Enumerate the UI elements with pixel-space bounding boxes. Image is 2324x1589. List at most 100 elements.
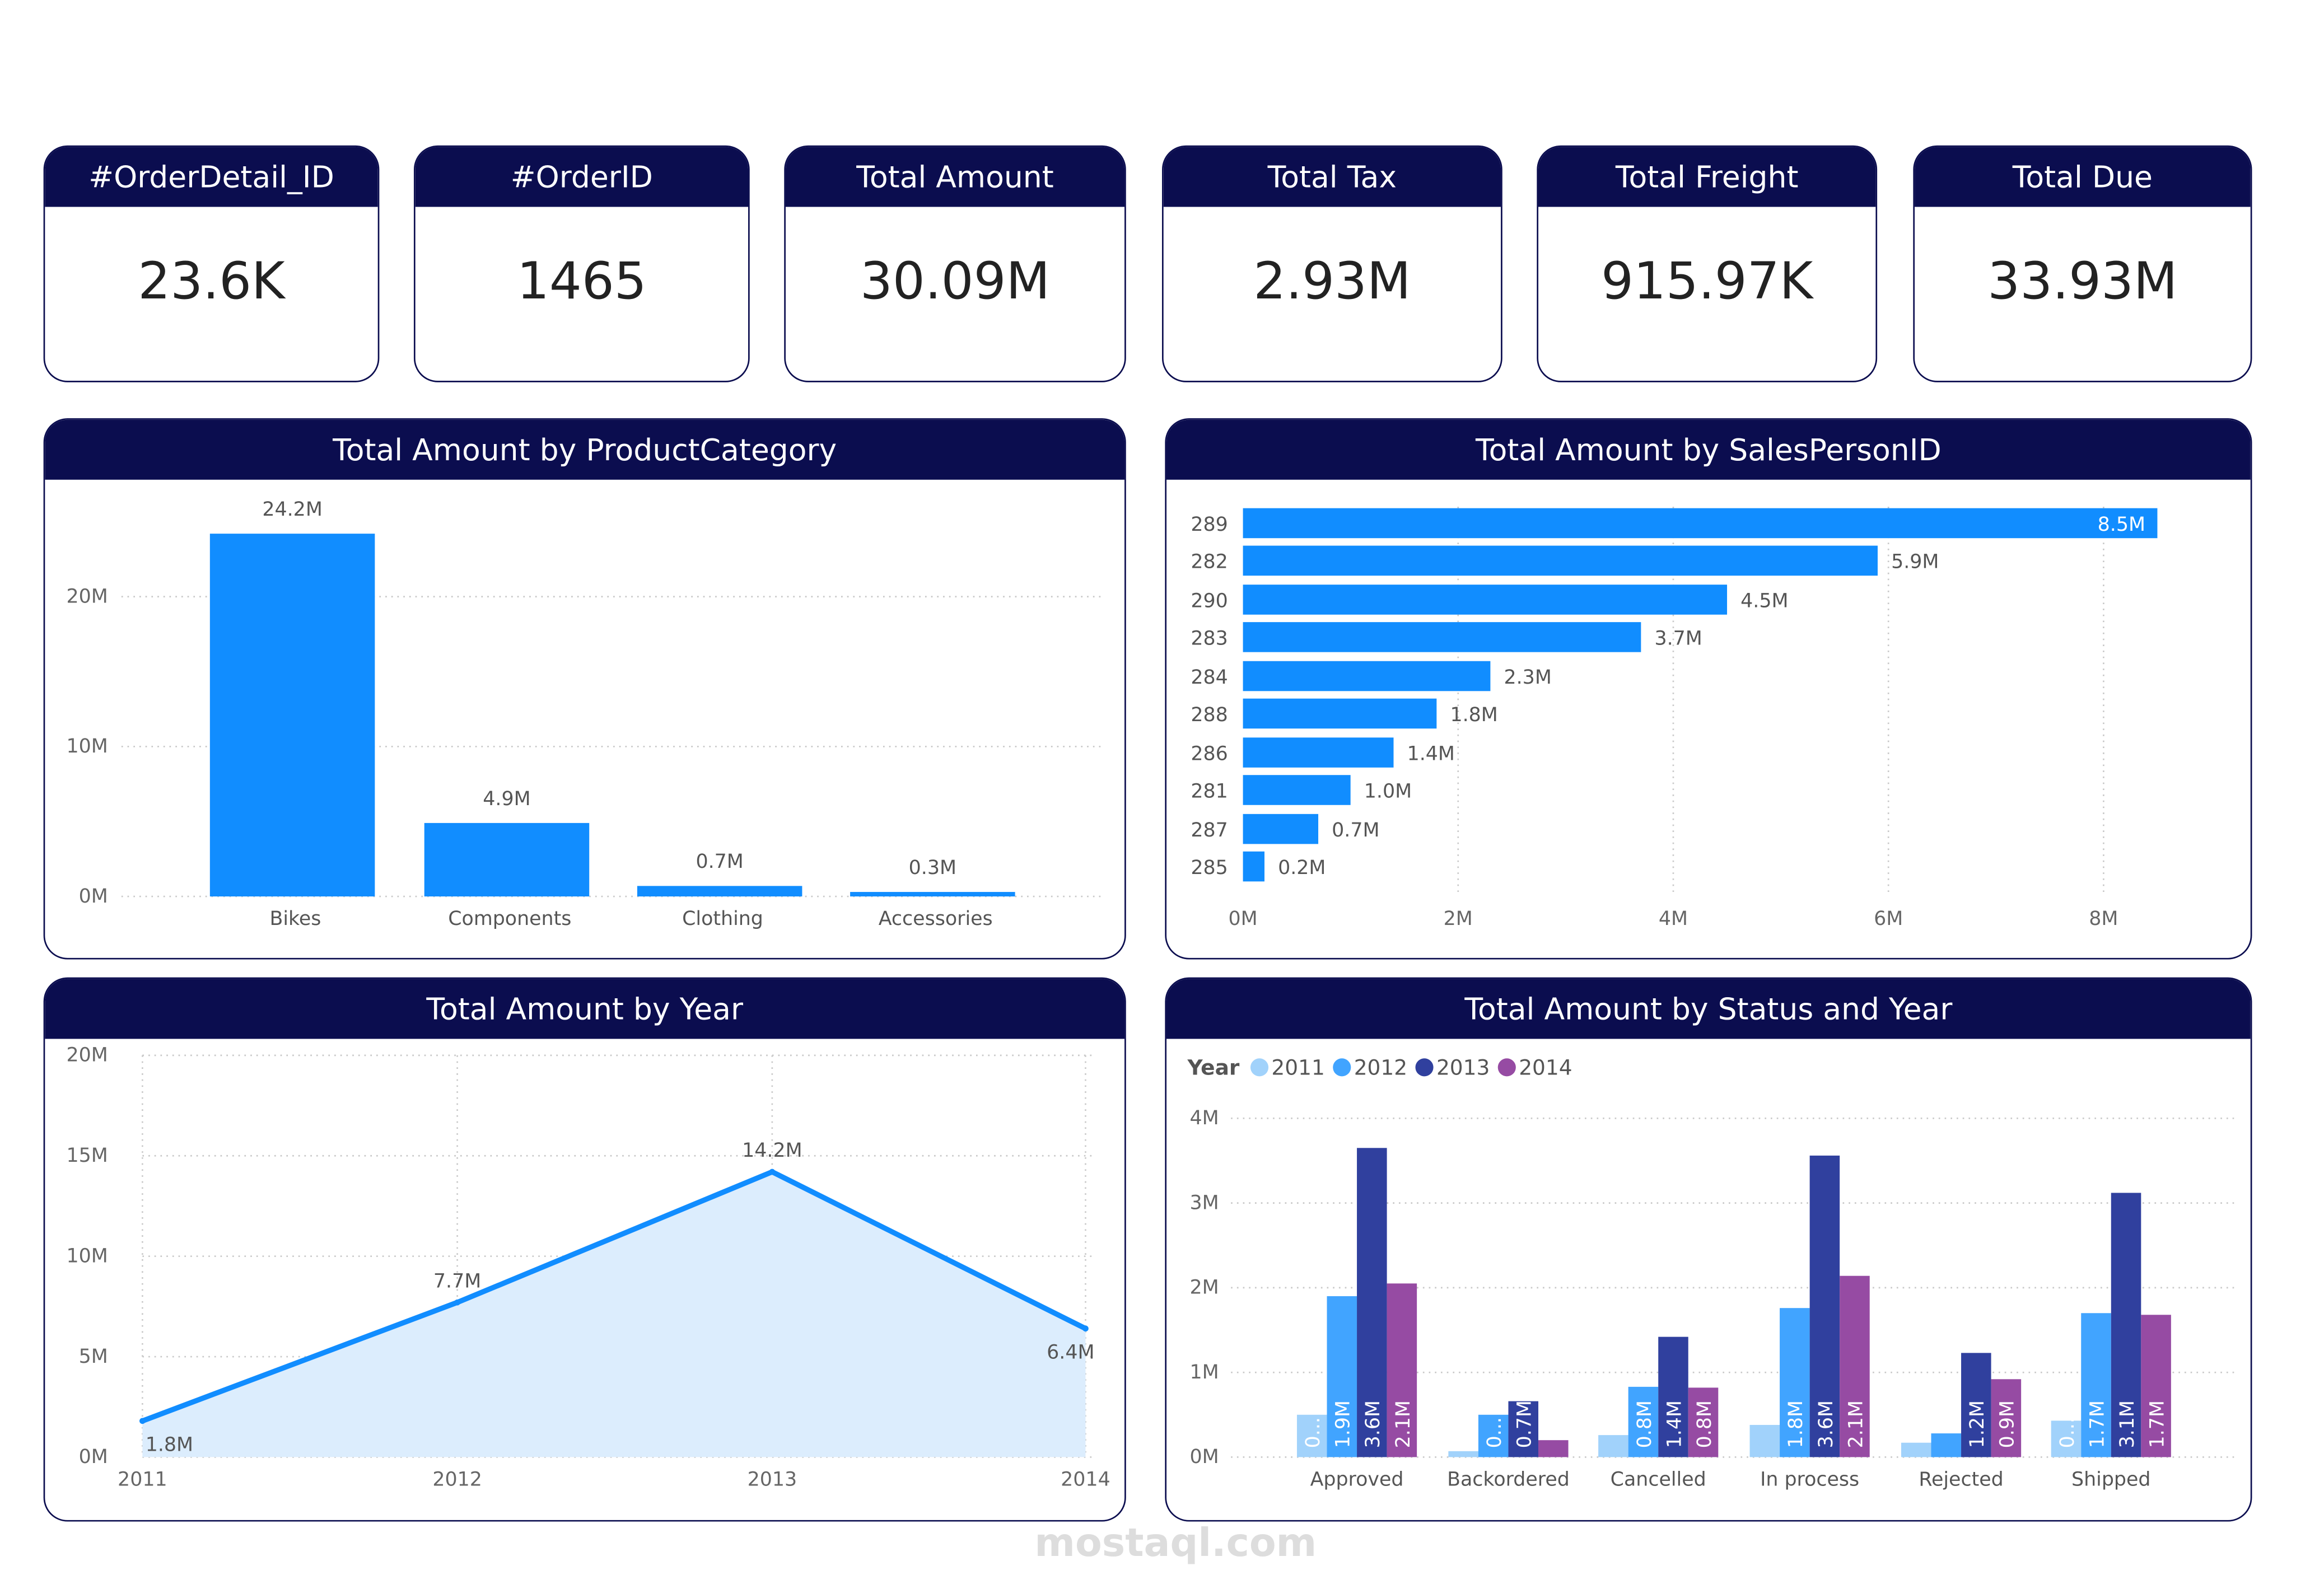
x-tick-label: Accessories bbox=[879, 908, 993, 930]
data-label: 6.4M bbox=[1047, 1341, 1094, 1363]
legend-label: 2011 bbox=[1271, 1055, 1324, 1080]
bar bbox=[2111, 1193, 2141, 1457]
data-label: 1.9M bbox=[1332, 1400, 1355, 1448]
x-tick-label: Bikes bbox=[269, 908, 321, 930]
bar bbox=[1243, 622, 1641, 652]
kpi-card: Total Due 33.93M bbox=[1913, 145, 2252, 382]
data-label: 1.4M bbox=[1663, 1400, 1686, 1448]
data-label: 1.8M bbox=[1450, 704, 1497, 726]
bar bbox=[1243, 508, 2158, 539]
x-tick-label: Backordered bbox=[1447, 1468, 1570, 1490]
data-label: 0... bbox=[1483, 1417, 1506, 1448]
data-label: 1.8M bbox=[1785, 1400, 1807, 1448]
bar bbox=[209, 534, 375, 897]
data-label: 3.1M bbox=[2116, 1400, 2139, 1448]
data-label: 0... bbox=[1302, 1417, 1324, 1448]
line-series bbox=[141, 1169, 1087, 1424]
bar bbox=[1628, 1386, 1659, 1457]
y-tick-label: 4M bbox=[1190, 1107, 1219, 1129]
bar bbox=[1809, 1155, 1840, 1457]
data-label: 1.7M bbox=[2086, 1400, 2108, 1448]
x-tick-label: 4M bbox=[1659, 908, 1688, 930]
bar bbox=[1508, 1401, 1539, 1457]
y-tick-label: 283 bbox=[1191, 627, 1228, 649]
bar bbox=[1243, 698, 1437, 729]
salesperson-chart: 0M 2M 4M 6M 8M 289 8.5M 282 5.9M 290 4.5M 283 3.7M 28… bbox=[1191, 506, 2158, 930]
bar bbox=[1688, 1387, 1719, 1457]
bar bbox=[1478, 1414, 1509, 1457]
legend-label: 2013 bbox=[1436, 1055, 1490, 1080]
status-year-chart-card: Total Amount by Status and Year Year 2011… bbox=[1165, 977, 2252, 1522]
x-tick-label: 8M bbox=[2089, 908, 2118, 930]
y-tick-label: 285 bbox=[1191, 857, 1228, 879]
y-tick-label: 289 bbox=[1191, 513, 1228, 536]
data-label: 4.9M bbox=[483, 788, 530, 810]
data-label: 0.8M bbox=[1693, 1400, 1716, 1448]
bar bbox=[1780, 1308, 1810, 1457]
bar bbox=[1991, 1379, 2022, 1457]
y-tick-label: 0M bbox=[79, 1446, 108, 1468]
salesperson-chart-card: Total Amount by SalesPersonID 0M 2M 4M 6M 8M… bbox=[1165, 418, 2252, 960]
bar bbox=[2141, 1315, 2171, 1457]
bar bbox=[1961, 1353, 1991, 1457]
kpi-card: #OrderID 1465 bbox=[413, 145, 750, 382]
data-label: 1.4M bbox=[1407, 742, 1455, 765]
bar bbox=[1538, 1440, 1569, 1457]
x-tick-label: Clothing bbox=[682, 908, 763, 930]
kpi-value: 30.09M bbox=[860, 251, 1051, 312]
kpi-value: 2.93M bbox=[1253, 251, 1411, 312]
watermark: mostaql.com bbox=[1034, 1521, 1317, 1567]
y-tick-label: 10M bbox=[66, 1245, 108, 1267]
kpi-label: Total Tax bbox=[1163, 147, 1501, 207]
kpi-label: Total Amount bbox=[785, 147, 1125, 207]
x-tick-label: 6M bbox=[1874, 908, 1903, 930]
bar bbox=[1296, 1414, 1327, 1457]
y-tick-label: 0M bbox=[79, 885, 108, 908]
y-tick-label: 290 bbox=[1191, 590, 1228, 612]
y-tick-label: 20M bbox=[66, 585, 108, 607]
data-label: 3.6M bbox=[1362, 1400, 1384, 1448]
x-tick-label: Components bbox=[448, 908, 571, 930]
chart-title: Total Amount by Status and Year bbox=[1166, 979, 2251, 1039]
product-category-chart: 0M 10M 20M 24.2M Bikes 4.9M Components 0.7M Clot… bbox=[66, 498, 1104, 930]
data-label: 1.7M bbox=[2146, 1400, 2168, 1448]
data-label: 8.5M bbox=[2098, 513, 2145, 536]
bar bbox=[1243, 775, 1351, 805]
area-fill bbox=[142, 1171, 1086, 1457]
y-tick-label: 1M bbox=[1190, 1361, 1219, 1384]
y-tick-label: 2M bbox=[1190, 1277, 1219, 1299]
kpi-card: Total Amount 30.09M bbox=[784, 145, 1126, 382]
data-label: 0.9M bbox=[1996, 1400, 2019, 1448]
bar bbox=[1243, 661, 1491, 691]
kpi-card: Total Freight 915.97K bbox=[1537, 145, 1878, 382]
kpi-value: 33.93M bbox=[1987, 251, 2178, 312]
bar bbox=[1658, 1336, 1688, 1457]
data-label: 0.7M bbox=[696, 850, 743, 873]
data-label: 0.7M bbox=[1514, 1400, 1536, 1448]
bar bbox=[1243, 737, 1394, 768]
y-tick-label: 15M bbox=[66, 1144, 108, 1167]
year-chart-card: Total Amount by Year 0M 5M 10M 15M 20M 2011 20… bbox=[43, 977, 1126, 1522]
bar bbox=[1749, 1424, 1780, 1457]
data-point bbox=[139, 1418, 146, 1424]
data-label: 0.3M bbox=[909, 857, 956, 879]
product-category-chart-card: Total Amount by ProductCategory 0M 10M 20M… bbox=[43, 418, 1126, 960]
y-tick-label: 282 bbox=[1191, 551, 1228, 573]
data-label: 0.7M bbox=[1332, 819, 1379, 842]
data-label: 0.8M bbox=[1634, 1400, 1656, 1448]
data-label: 2.1M bbox=[1845, 1400, 1867, 1448]
data-label: 2.3M bbox=[1504, 666, 1551, 689]
bar bbox=[1327, 1296, 1357, 1457]
bar bbox=[1243, 545, 1878, 576]
bar bbox=[1357, 1148, 1387, 1457]
data-point bbox=[1082, 1325, 1089, 1332]
data-label: 1.0M bbox=[1364, 780, 1412, 802]
bar bbox=[1243, 851, 1264, 882]
x-tick-label: Shipped bbox=[2071, 1468, 2150, 1490]
kpi-value: 915.97K bbox=[1601, 251, 1813, 312]
data-label: 1.2M bbox=[1966, 1400, 1989, 1448]
legend-marker bbox=[1415, 1058, 1434, 1077]
legend-title: Year bbox=[1187, 1055, 1240, 1080]
legend-marker bbox=[1497, 1058, 1516, 1077]
y-tick-label: 3M bbox=[1190, 1191, 1219, 1214]
